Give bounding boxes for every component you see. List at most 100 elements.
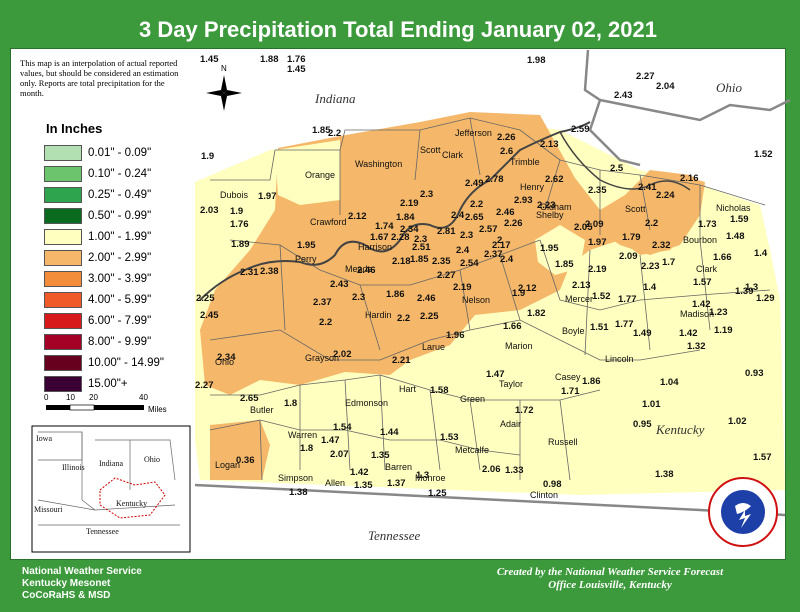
legend-label: 0.25" - 0.49" (88, 188, 152, 201)
legend-label: 2.00" - 2.99" (88, 251, 152, 264)
observation-value: 2.23 (537, 200, 556, 211)
observation-value: 2.09 (585, 219, 604, 230)
scale-tick-40: 40 (139, 393, 148, 402)
legend-item: 8.00" - 9.99" (44, 331, 194, 352)
legend-item: 4.00" - 5.99" (44, 289, 194, 310)
scale-tick-20: 20 (89, 393, 98, 402)
observation-value: 1.52 (754, 149, 773, 160)
county-label: Edmonson (345, 398, 388, 408)
observation-value: 1.9 (512, 288, 525, 299)
observation-value: 2.2 (328, 128, 341, 139)
county-label: Russell (548, 437, 578, 447)
observation-value: 1.38 (289, 487, 308, 498)
footer-credit-3: CoCoRaHS & MSD (22, 590, 111, 601)
observation-value: 1.25 (428, 488, 447, 499)
observation-value: 1.96 (446, 330, 465, 341)
observation-value: 1.23 (709, 307, 728, 318)
observation-value: 2.25 (196, 293, 215, 304)
observation-value: 2.5 (610, 163, 624, 174)
observation-value: 1.19 (714, 325, 733, 336)
observation-value: 2.41 (638, 182, 657, 193)
observation-value: 1.53 (440, 432, 459, 443)
observation-value: 1.84 (396, 212, 415, 223)
observation-value: 2.04 (656, 81, 675, 92)
observation-value: 1.35 (371, 450, 390, 461)
observation-value: 1.85 (410, 254, 429, 265)
observation-value: 2.17 (492, 240, 511, 251)
observation-value: 2.57 (479, 224, 498, 235)
observation-value: 1.3 (416, 470, 429, 481)
observation-value: 1.8 (300, 443, 313, 454)
observation-value: 2.25 (420, 311, 439, 322)
scale-tick-0: 0 (44, 393, 49, 402)
county-boundaries (209, 117, 771, 481)
observation-value: 1.73 (698, 219, 717, 230)
observation-value: 2.49 (465, 178, 484, 189)
county-label: Grayson (305, 353, 339, 363)
observation-value: 1.72 (515, 405, 534, 416)
observation-value: 2.81 (437, 226, 456, 237)
observation-value: 2.28 (391, 232, 410, 243)
observation-value: 1.66 (503, 321, 522, 332)
observation-value: 1.42 (350, 467, 369, 478)
legend-label: 4.00" - 5.99" (88, 293, 152, 306)
county-label: Larue (422, 342, 445, 352)
observation-value: 2.62 (545, 174, 564, 185)
county-label: Nelson (462, 295, 490, 305)
observation-value: 2.26 (504, 218, 523, 229)
observation-value: 2.2 (470, 199, 483, 210)
observation-value: 1.52 (592, 291, 611, 302)
county-label: Allen (325, 478, 345, 488)
county-label: Henry (520, 182, 545, 192)
footer-credits-left: National Weather Service Kentucky Mesone… (22, 566, 142, 602)
observation-value: 2.46 (357, 265, 376, 276)
legend: 0.01" - 0.09" 0.10" - 0.24" 0.25" - 0.49" 0… (44, 142, 194, 394)
observation-value: 2.34 (217, 352, 236, 363)
observation-value: 2.32 (652, 240, 671, 251)
inset-label-iowa: Iowa (36, 434, 52, 443)
observation-value: 2.13 (540, 139, 559, 150)
observation-value: 2.23 (641, 261, 660, 272)
footer-credits-right: Created by the National Weather Service … (440, 566, 780, 592)
county-label: Hardin (365, 310, 392, 320)
observation-value: 1.49 (633, 328, 652, 339)
observation-value: 2.45 (200, 310, 219, 321)
county-label: Meade (345, 264, 373, 274)
scale-unit: Miles (148, 405, 167, 414)
legend-label: 0.01" - 0.09" (88, 146, 152, 159)
observation-value: 1.38 (655, 469, 674, 480)
state-label-tennessee: Tennessee (368, 528, 420, 543)
observation-value: 2.3 (352, 292, 365, 303)
legend-item: 6.00" - 7.99" (44, 310, 194, 331)
county-label: Madison (680, 309, 714, 319)
legend-swatch (44, 207, 82, 224)
map-title: 3 Day Precipitation Total Ending January… (10, 12, 786, 48)
county-label: Bourbon (683, 235, 717, 245)
legend-swatch (44, 249, 82, 266)
north-label: N (221, 64, 227, 73)
observation-value: 2.31 (240, 267, 259, 278)
observation-value: 2.06 (482, 464, 501, 475)
legend-item: 10.00" - 14.99" (44, 352, 194, 373)
county-label: Shelby (536, 210, 564, 220)
observation-value: 1.45 (287, 64, 306, 75)
county-label: Oldham (540, 202, 572, 212)
observation-value: 1.89 (231, 239, 250, 250)
observation-value: 2.2 (319, 317, 332, 328)
observation-value: 1.04 (660, 377, 679, 388)
legend-swatch (44, 228, 82, 245)
county-label: Monroe (415, 473, 446, 483)
observation-value: 1.47 (321, 435, 340, 446)
state-label-indiana: Indiana (314, 91, 356, 106)
legend-label: 1.00" - 1.99" (88, 230, 152, 243)
county-label: Orange (305, 170, 335, 180)
observation-value: 2.4 (456, 245, 470, 256)
observation-value: 2.3 (420, 189, 433, 200)
observation-value: 2.38 (260, 266, 279, 277)
observation-value: 2.27 (636, 71, 655, 82)
zone-2-3-northeast (600, 178, 705, 255)
county-label: Mercer (565, 294, 593, 304)
observation-value: 1.97 (588, 237, 607, 248)
legend-swatch (44, 354, 82, 371)
observation-value: 2.26 (497, 132, 516, 143)
